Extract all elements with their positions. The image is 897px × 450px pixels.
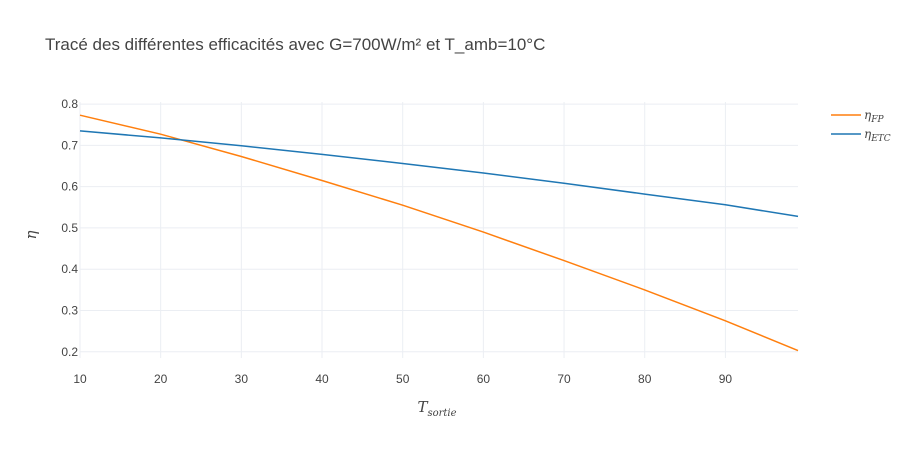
legend-item-fp[interactable]: ηFP <box>831 108 884 125</box>
legend-label-main: η <box>864 108 872 122</box>
chart-title: Tracé des différentes efficacités avec G… <box>45 35 545 54</box>
legend-label: ηETC <box>864 127 891 144</box>
legend-label-sub: FP <box>870 115 884 125</box>
y-tick-label: 0.3 <box>61 304 78 318</box>
y-tick-label: 0.4 <box>61 262 78 276</box>
x-tick-label: 70 <box>557 372 571 386</box>
y-tick-label: 0.5 <box>61 221 78 235</box>
series-line-fp <box>79 114 799 352</box>
legend-label-main: η <box>864 127 872 141</box>
tick-labels: 10 20 30 40 50 60 70 80 90 0.2 0.3 0.4 0.5 0.6 0.7 0.8 <box>61 97 732 386</box>
x-tick-label: 30 <box>235 372 249 386</box>
x-tick-label: 80 <box>638 372 652 386</box>
x-tick-label: 40 <box>315 372 329 386</box>
y-tick-label: 0.6 <box>61 180 78 194</box>
legend-label: ηFP <box>864 108 884 125</box>
series-lines <box>79 114 799 352</box>
x-tick-label: 60 <box>477 372 491 386</box>
y-tick-label: 0.2 <box>61 345 78 359</box>
legend-item-etc[interactable]: ηETC <box>831 127 891 144</box>
legend-label-sub: ETC <box>870 134 891 144</box>
y-tick-label: 0.7 <box>61 138 78 152</box>
y-axis-label: η <box>22 231 40 240</box>
y-tick-label: 0.8 <box>61 97 78 111</box>
series-line-etc <box>79 130 799 218</box>
x-tick-label: 10 <box>73 372 87 386</box>
x-axis-label-main: T <box>417 398 428 416</box>
x-tick-label: 90 <box>719 372 733 386</box>
x-axis-label-sub: sortie <box>427 408 456 419</box>
x-tick-label: 50 <box>396 372 410 386</box>
x-axis-label: Tsortie <box>417 398 456 419</box>
grid <box>79 102 798 358</box>
x-tick-label: 20 <box>154 372 168 386</box>
